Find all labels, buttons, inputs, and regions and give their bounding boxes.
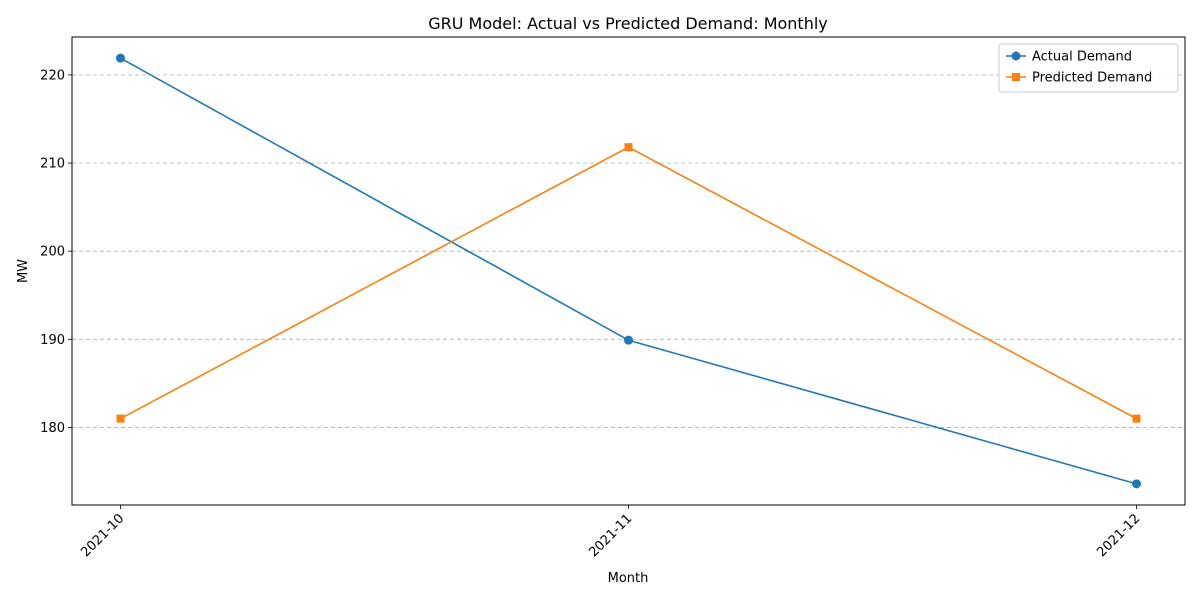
y-axis-ticks: 180 190 200 210 220 (40, 68, 72, 436)
legend-label-actual: Actual Demand (1032, 50, 1132, 65)
x-tick-label: 2021-10 (78, 511, 127, 560)
data-point-1-1 (624, 143, 633, 152)
series-layer (116, 53, 1141, 489)
data-point-1-2 (1132, 414, 1141, 423)
y-tick-label: 190 (40, 333, 65, 348)
x-axis-label: Month (608, 571, 649, 586)
series-1 (116, 143, 1141, 423)
legend-marker-predicted (1012, 73, 1020, 81)
grid-lines (72, 74, 1185, 428)
data-point-0-0 (116, 53, 125, 63)
y-tick-label: 210 (40, 157, 65, 172)
y-axis-label: MW (16, 259, 31, 283)
series-line-0 (120, 57, 1137, 485)
series-line-1 (120, 146, 1137, 420)
legend: Actual Demand Predicted Demand (998, 43, 1179, 93)
x-tick-label: 2021-11 (586, 511, 635, 560)
x-axis-ticks: 2021-10 2021-11 2021-12 (78, 505, 1143, 560)
series-0 (116, 53, 1141, 489)
plot-frame (71, 36, 1186, 506)
legend-box (998, 43, 1179, 93)
y-tick-label: 220 (40, 68, 65, 83)
chart-title: GRU Model: Actual vs Predicted Demand: M… (428, 14, 828, 33)
y-tick-label: 200 (40, 245, 65, 260)
x-tick-label: 2021-12 (1094, 511, 1143, 560)
y-tick-label: 180 (40, 421, 65, 436)
data-point-1-0 (116, 414, 125, 423)
legend-marker-actual (1011, 51, 1021, 61)
legend-label-predicted: Predicted Demand (1032, 71, 1152, 86)
data-point-0-1 (624, 335, 633, 345)
data-point-0-2 (1132, 479, 1141, 489)
